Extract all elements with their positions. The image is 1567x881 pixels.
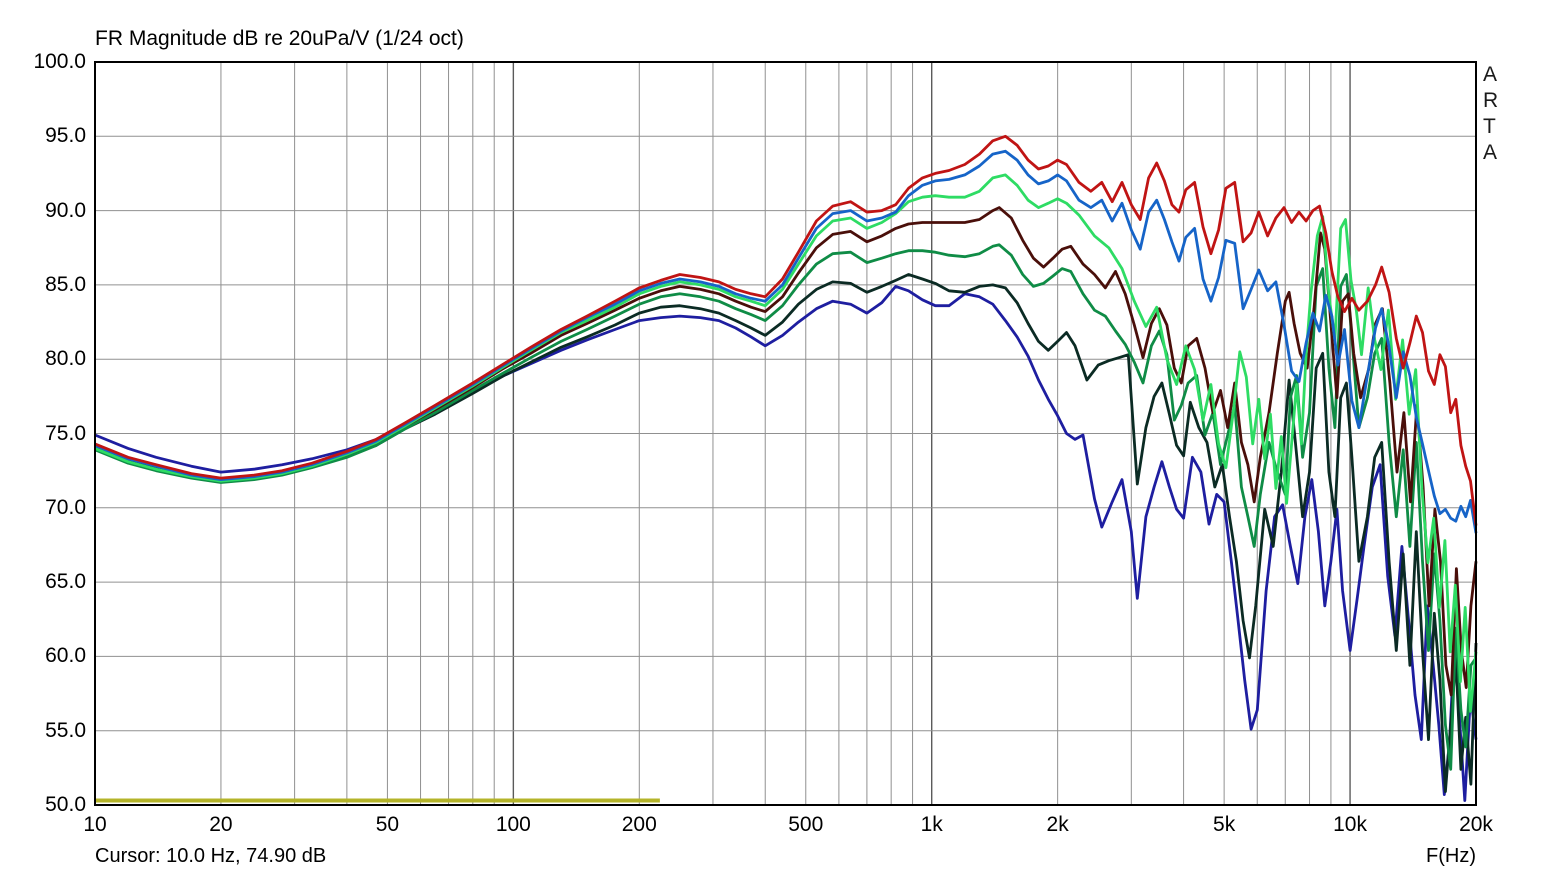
cursor-readout: Cursor: 10.0 Hz, 74.90 dB	[95, 845, 327, 867]
x-tick-label: 5k	[1213, 813, 1236, 836]
x-tick-label: 1k	[920, 813, 943, 836]
fr-curve-green	[94, 243, 1478, 771]
x-tick-label: 10k	[1333, 813, 1367, 836]
y-tick-label: 85.0	[45, 272, 86, 296]
x-axis-unit-label: F(Hz)	[1426, 845, 1476, 867]
y-tick-label: 90.0	[45, 198, 86, 222]
y-tick-label: 55.0	[45, 718, 86, 742]
plot-frame	[94, 61, 1477, 806]
x-tick-label: 50	[375, 813, 400, 836]
y-tick-label: 95.0	[45, 124, 86, 148]
y-tick-label: 75.0	[45, 421, 86, 445]
x-tick-label: 10	[83, 813, 107, 836]
x-tick-label: 2k	[1046, 813, 1069, 836]
fr-curve-dark-green	[94, 273, 1478, 793]
arta-watermark: A R T A	[1483, 63, 1499, 164]
x-tick-label: 500	[788, 813, 824, 836]
fr-curve-blue	[94, 149, 1478, 534]
x-tick-label: 20	[209, 813, 233, 836]
x-tick-label: 100	[495, 813, 531, 836]
x-tick-label: 20k	[1459, 813, 1493, 836]
chart-title: FR Magnitude dB re 20uPa/V (1/24 oct)	[95, 27, 464, 50]
y-tick-label: 50.0	[45, 793, 86, 816]
x-tick-label: 200	[621, 813, 657, 836]
y-tick-label: 100.0	[33, 50, 86, 73]
y-tick-label: 60.0	[45, 644, 86, 668]
fr-curve-light-green	[94, 173, 1478, 713]
y-tick-label: 80.0	[45, 347, 86, 371]
y-tick-label: 65.0	[45, 570, 86, 594]
fr-curve-red	[94, 134, 1478, 526]
fr-curves	[94, 134, 1478, 802]
fr-curve-dark-blue	[94, 285, 1478, 802]
y-tick-label: 70.0	[45, 495, 86, 519]
